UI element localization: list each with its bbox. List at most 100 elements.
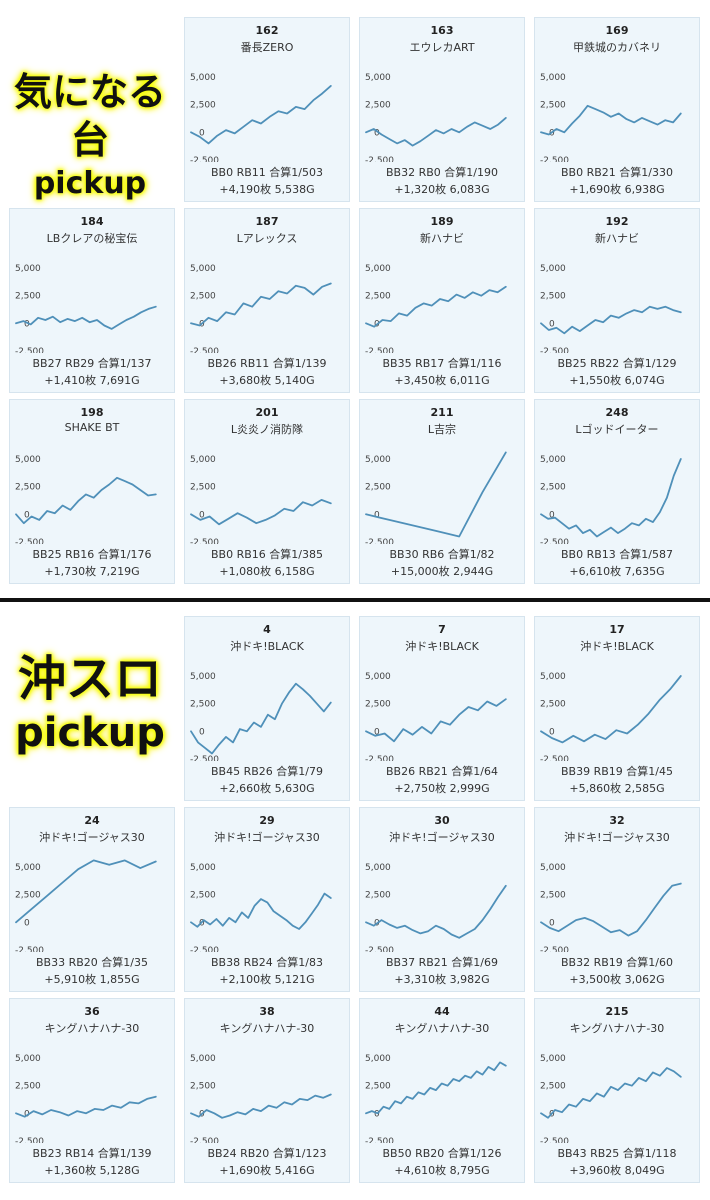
result-stats: +15,000枚 2,944G xyxy=(390,565,494,578)
section-title-line2: pickup xyxy=(15,710,165,756)
machine-number: 30 xyxy=(434,814,450,827)
machine-card[interactable]: 187 Lアレックス 5,000 2,500 0 -2,500 BB26 RB11 合算1/… xyxy=(184,208,350,393)
machine-number: 201 xyxy=(255,406,279,419)
machine-card[interactable]: 17 沖ドキ!BLACK 5,000 2,500 0 -2,500 BB39 RB19 合算… xyxy=(534,616,700,801)
machine-card[interactable]: 215 キングハナハナ-30 5,000 2,500 0 -2,500 BB43 RB25 … xyxy=(534,998,700,1183)
axis-tick-label: 0 xyxy=(549,727,555,737)
machine-number: 184 xyxy=(80,215,104,228)
axis-tick-label: -2,500 xyxy=(365,156,394,162)
machine-card[interactable]: 192 新ハナビ 5,000 2,500 0 -2,500 BB25 RB22 合算1/12… xyxy=(534,208,700,393)
bonus-stats: BB25 RB22 合算1/129 xyxy=(557,357,677,370)
bonus-stats: BB45 RB26 合算1/79 xyxy=(211,765,323,778)
axis-tick-label: 0 xyxy=(549,128,555,138)
machine-card[interactable]: 29 沖ドキ!ゴージャス30 5,000 2,500 0 -2,500 BB38 RB24 … xyxy=(184,807,350,992)
machine-card[interactable]: 24 沖ドキ!ゴージャス30 5,000 2,500 0 -2,500 BB33 RB20 … xyxy=(9,807,175,992)
machine-name: 番長ZERO xyxy=(240,41,294,54)
machine-card[interactable]: 184 LBクレアの秘宝伝 5,000 2,500 0 -2,500 BB27 RB29 合… xyxy=(9,208,175,393)
machine-card[interactable]: 162 番長ZERO 5,000 2,500 0 -2,500 BB0 RB11 合算1/5… xyxy=(184,17,350,202)
axis-tick-label: -2,500 xyxy=(190,755,219,761)
axis-tick-label: 0 xyxy=(374,128,380,138)
axis-tick-label: 0 xyxy=(199,918,205,928)
axis-tick-label: 2,500 xyxy=(190,101,216,111)
machine-card[interactable]: 169 甲鉄城のカバネリ 5,000 2,500 0 -2,500 BB0 RB21 合算1… xyxy=(534,17,700,202)
result-stats: +1,360枚 5,128G xyxy=(44,1164,140,1177)
axis-tick-label: 2,500 xyxy=(365,700,391,710)
machine-number: 192 xyxy=(605,215,629,228)
machine-card[interactable]: 201 L炎炎ノ消防隊 5,000 2,500 0 -2,500 BB0 RB16 合算1/… xyxy=(184,399,350,584)
machine-card[interactable]: 198 SHAKE BT 5,000 2,500 0 -2,500 BB25 RB16 合算… xyxy=(9,399,175,584)
bonus-stats: BB0 RB11 合算1/503 xyxy=(211,166,323,179)
machine-card[interactable]: 38 キングハナハナ-30 5,000 2,500 0 -2,500 BB24 RB20 合… xyxy=(184,998,350,1183)
machine-card[interactable]: 163 エウレカART 5,000 2,500 0 -2,500 BB32 RB0 合算1/… xyxy=(359,17,525,202)
axis-tick-label: 0 xyxy=(549,510,555,520)
axis-tick-label: 5,000 xyxy=(540,455,566,465)
machine-card[interactable]: 7 沖ドキ!BLACK 5,000 2,500 0 -2,500 BB26 RB21 合算1… xyxy=(359,616,525,801)
result-stats: +3,500枚 3,062G xyxy=(569,973,665,986)
result-stats: +4,610枚 8,795G xyxy=(394,1164,490,1177)
machine-name: SHAKE BT xyxy=(64,421,120,434)
machine-card[interactable]: 248 Lゴッドイーター 5,000 2,500 0 -2,500 BB0 RB13 合算1… xyxy=(534,399,700,584)
machine-card[interactable]: 211 L吉宗 5,000 2,500 0 -2,500 BB30 RB6 合算1/82 +1… xyxy=(359,399,525,584)
machine-card[interactable]: 36 キングハナハナ-30 5,000 2,500 0 -2,500 BB23 RB14 合… xyxy=(9,998,175,1183)
slump-line xyxy=(190,282,332,327)
bonus-stats: BB0 RB21 合算1/330 xyxy=(561,166,673,179)
machine-name: 沖ドキ!BLACK xyxy=(580,640,654,653)
section-title-line2: pickup xyxy=(33,166,147,201)
machine-card[interactable]: 30 沖ドキ!ゴージャス30 5,000 2,500 0 -2,500 BB37 RB21 … xyxy=(359,807,525,992)
axis-tick-label: 5,000 xyxy=(365,264,391,274)
machine-card[interactable]: 44 キングハナハナ-30 5,000 2,500 0 -2,500 BB50 RB20 合… xyxy=(359,998,525,1183)
axis-tick-label: 5,000 xyxy=(15,863,41,873)
axis-tick-label: 2,500 xyxy=(365,483,391,493)
slump-line xyxy=(365,698,507,743)
axis-tick-label: 5,000 xyxy=(365,863,391,873)
axis-tick-label: 5,000 xyxy=(540,863,566,873)
axis-tick-label: 5,000 xyxy=(540,1054,566,1064)
machine-name: キングハナハナ-30 xyxy=(569,1022,665,1035)
axis-tick-label: 5,000 xyxy=(365,1054,391,1064)
result-stats: +1,690枚 6,938G xyxy=(569,183,665,196)
machine-name: 沖ドキ!ゴージャス30 xyxy=(39,831,145,844)
axis-tick-label: 0 xyxy=(374,1109,380,1119)
axis-tick-label: 5,000 xyxy=(190,1054,216,1064)
axis-tick-label: -2,500 xyxy=(540,538,569,544)
slump-line xyxy=(15,305,157,330)
machine-card[interactable]: 32 沖ドキ!ゴージャス30 5,000 2,500 0 -2,500 BB32 RB19 … xyxy=(534,807,700,992)
axis-tick-label: -2,500 xyxy=(365,347,394,353)
slump-line xyxy=(540,675,682,744)
slump-line xyxy=(190,499,332,526)
axis-tick-label: -2,500 xyxy=(540,156,569,162)
machine-name: キングハナハナ-30 xyxy=(394,1022,490,1035)
section-title: 気になる台 pickup xyxy=(0,68,180,204)
machine-number: 32 xyxy=(609,814,625,827)
machine-name: 甲鉄城のカバネリ xyxy=(573,41,661,54)
bonus-stats: BB38 RB24 合算1/83 xyxy=(211,956,323,969)
machine-number: 38 xyxy=(259,1005,275,1018)
machine-card[interactable]: 189 新ハナビ 5,000 2,500 0 -2,500 BB35 RB17 合算1/11… xyxy=(359,208,525,393)
bonus-stats: BB24 RB20 合算1/123 xyxy=(207,1147,327,1160)
axis-tick-label: 5,000 xyxy=(190,863,216,873)
machine-card[interactable]: 4 沖ドキ!BLACK 5,000 2,500 0 -2,500 BB45 RB26 合算1… xyxy=(184,616,350,801)
bonus-stats: BB33 RB20 合算1/35 xyxy=(36,956,148,969)
machine-number: 198 xyxy=(80,406,104,419)
axis-tick-label: -2,500 xyxy=(15,1137,44,1143)
machine-number: 211 xyxy=(430,406,454,419)
slump-line xyxy=(15,1095,157,1118)
bonus-stats: BB37 RB21 合算1/69 xyxy=(386,956,498,969)
machine-number: 36 xyxy=(84,1005,100,1018)
result-stats: +1,550枚 6,074G xyxy=(569,374,665,387)
result-stats: +2,100枚 5,121G xyxy=(219,973,315,986)
axis-tick-label: 0 xyxy=(374,510,380,520)
machine-number: 44 xyxy=(434,1005,450,1018)
result-stats: +6,610枚 7,635G xyxy=(569,565,665,578)
machine-name: L吉宗 xyxy=(427,423,457,436)
bonus-stats: BB35 RB17 合算1/116 xyxy=(382,357,502,370)
